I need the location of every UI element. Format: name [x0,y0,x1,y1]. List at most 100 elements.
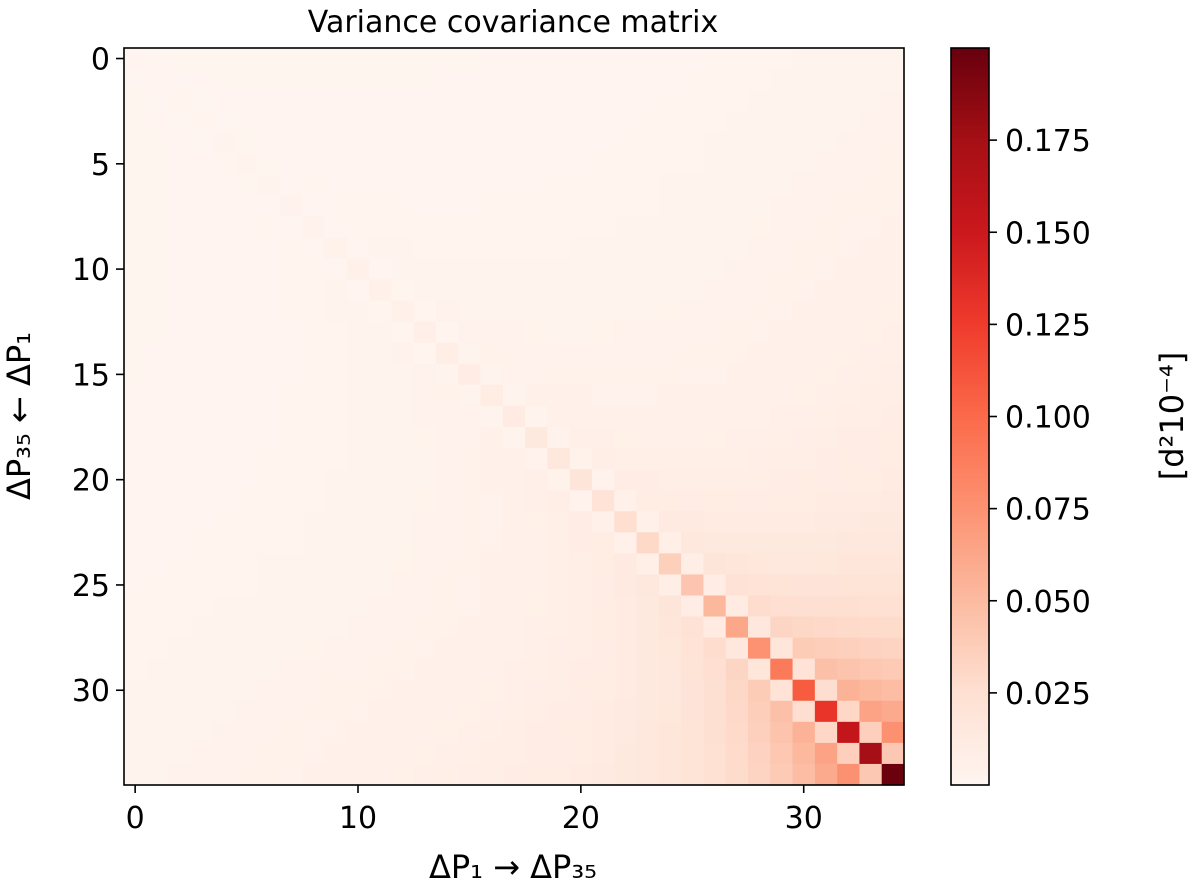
heatmap-cell [190,258,214,281]
heatmap-cell [814,721,838,744]
heatmap-cell [324,532,348,554]
colorbar-tick-label: 0.075 [1005,493,1091,528]
heatmap-cell [525,90,549,112]
heatmap-cell [391,553,415,576]
heatmap-cell [525,363,549,386]
heatmap-cell [190,532,214,554]
heatmap-cell [703,195,727,218]
heatmap-cell [502,405,526,428]
heatmap-cell [614,216,638,239]
heatmap-cell [592,448,615,470]
heatmap-cell [837,553,861,576]
heatmap-cell [346,532,370,554]
heatmap-cell [681,637,705,660]
heatmap-cell [881,721,905,744]
heatmap-cell [413,195,437,218]
heatmap-cell [436,427,459,449]
heatmap-cell [569,174,593,196]
heatmap-cell [324,90,348,112]
heatmap-cell [881,195,905,218]
heatmap-cell [480,427,504,449]
heatmap-cell [748,342,771,365]
heatmap-cell [235,48,259,70]
heatmap-cell [525,616,549,639]
heatmap-cell [569,658,593,681]
heatmap-cell [235,742,259,765]
heatmap-cell [190,448,214,470]
heatmap-cell [792,490,816,512]
heatmap-cell [235,321,259,344]
heatmap-cell [614,574,638,597]
heatmap-cell [235,637,259,660]
heatmap-cell [168,637,192,660]
heatmap-cell [748,69,771,91]
heatmap-cell [302,637,326,660]
heatmap-cell [681,300,705,323]
heatmap-cell [458,448,482,470]
heatmap-cell [770,111,794,133]
heatmap-cell [748,658,771,681]
heatmap-cell [636,300,660,323]
heatmap-cell [235,153,259,175]
heatmap-cell [614,553,638,576]
heatmap-cell [681,69,705,91]
heatmap-cell [146,69,170,91]
heatmap-cell [792,153,816,175]
heatmap-cell [770,174,794,196]
heatmap-cell [658,384,682,407]
heatmap-cell [168,279,192,302]
heatmap-cell [703,721,727,744]
heatmap-cell [792,532,816,554]
heatmap-cell [324,427,348,449]
heatmap-cell [124,111,147,133]
heatmap-cell [302,363,326,386]
heatmap-cell [168,742,192,765]
heatmap-cell [792,48,816,70]
heatmap-cell [703,342,727,365]
heatmap-cell [837,511,861,533]
heatmap-cell [458,300,482,323]
heatmap-cell [280,111,303,133]
heatmap-cell [436,658,459,681]
heatmap-cell [814,153,838,175]
heatmap-cell [569,48,593,70]
heatmap-cell [770,69,794,91]
heatmap-cell [703,132,727,154]
heatmap-cell [770,132,794,154]
heatmap-cell [302,405,326,428]
heatmap-cell [302,279,326,302]
heatmap-cell [859,258,883,281]
heatmap-cell [213,469,237,491]
heatmap-cell [324,469,348,491]
heatmap-cell [569,111,593,133]
heatmap-cell [881,48,905,70]
heatmap-cell [525,384,549,407]
heatmap-cell [346,469,370,491]
heatmap-cell [324,616,348,639]
colorbar-ticks: 0.025 0.050 0.075 0.100 0.125 0.150 0.175 [989,124,1091,712]
heatmap-cell [748,216,771,239]
heatmap-cell [547,574,571,597]
heatmap-cell [436,300,459,323]
heatmap-cell [748,532,771,554]
heatmap-cells [124,48,905,786]
heatmap-cell [569,258,593,281]
heatmap-cell [257,490,281,512]
heatmap-cell [436,363,459,386]
heatmap-cell [146,427,170,449]
heatmap-cell [413,132,437,154]
x-tick-label: 10 [339,801,377,836]
heatmap-cell [881,553,905,576]
heatmap-cell [681,427,705,449]
heatmap-cell [213,763,237,786]
heatmap-cell [547,511,571,533]
heatmap-cell [257,595,281,618]
heatmap-cell [213,721,237,744]
heatmap-cell [413,90,437,112]
heatmap-cell [703,216,727,239]
heatmap-cell [569,511,593,533]
heatmap-cell [168,132,192,154]
heatmap-cell [146,679,170,702]
heatmap-cell [235,469,259,491]
heatmap-cell [190,700,214,723]
